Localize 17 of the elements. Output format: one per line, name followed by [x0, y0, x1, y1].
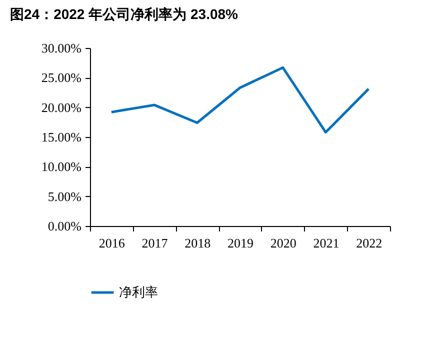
y-tick-label: 5.00% [48, 188, 82, 204]
y-tick-label: 0.00% [48, 218, 82, 234]
y-tick-label: 25.00% [41, 70, 82, 86]
x-tick-label: 2018 [184, 236, 211, 250]
line-series [110, 66, 370, 134]
y-tick-label: 15.00% [41, 130, 82, 144]
x-tick-label: 2016 [98, 236, 126, 250]
y-tick-label: 10.00% [41, 159, 82, 174]
x-tick-label: 2017 [142, 236, 168, 250]
x-tick-label: 2022 [356, 236, 382, 250]
x-tick-label: 2019 [228, 236, 254, 250]
y-tick-label: 20.00% [41, 100, 82, 115]
x-tick-label: 2020 [270, 236, 296, 250]
chart-title: 图24：2022 年公司净利率为 23.08% [10, 6, 239, 22]
legend-label: 净利率 [119, 284, 158, 300]
y-tick-label: 30.00% [41, 40, 82, 56]
x-tick-label: 2021 [313, 236, 340, 250]
